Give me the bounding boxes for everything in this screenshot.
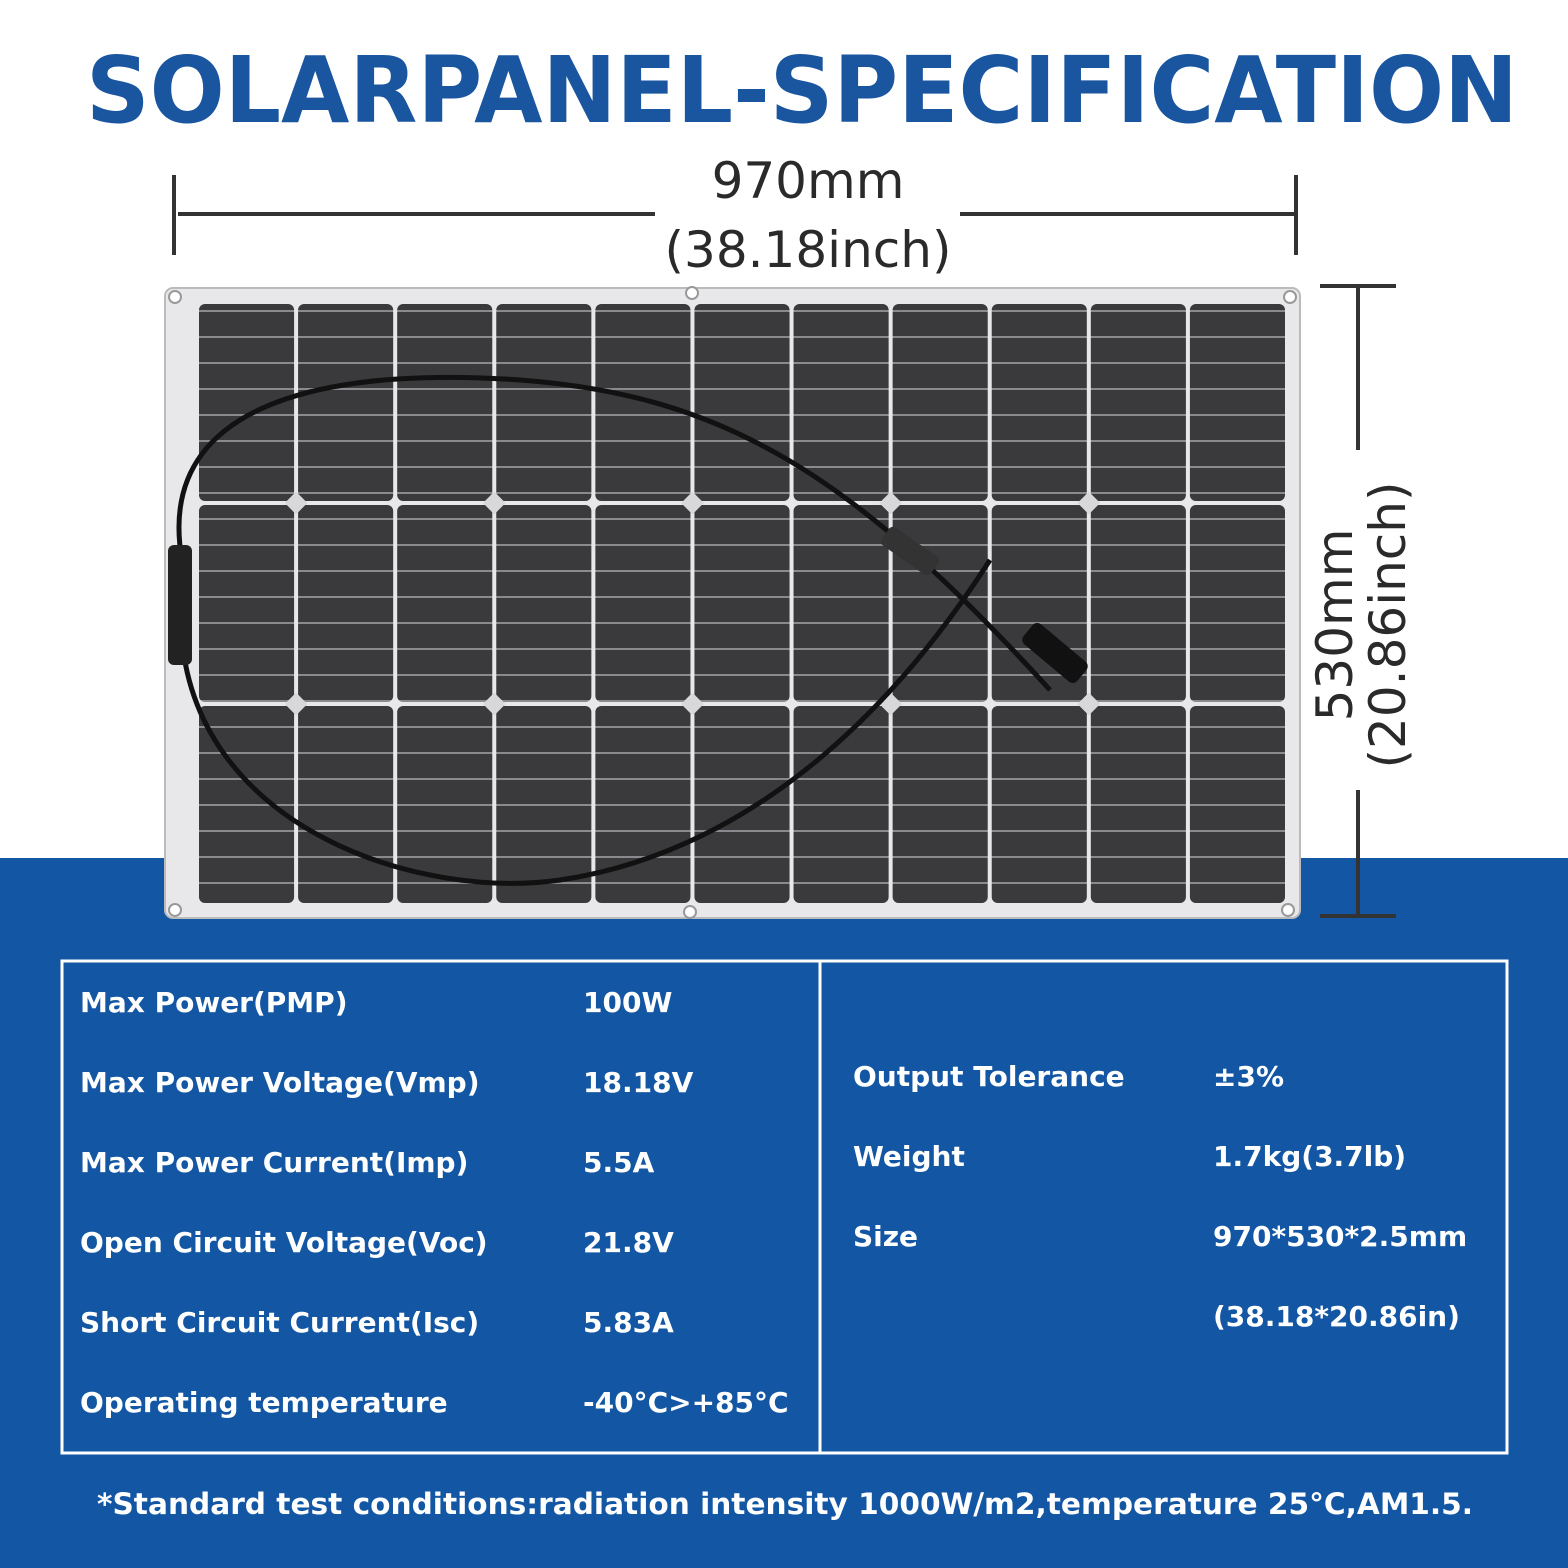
- cell-block: [694, 706, 790, 903]
- cell-block: [1090, 505, 1186, 702]
- height-inch-label: (20.86inch): [1359, 482, 1417, 769]
- cell-block: [298, 505, 394, 702]
- cell-block: [892, 304, 988, 501]
- width-inch-label: (38.18inch): [665, 221, 952, 279]
- spec-table: Max Power(PMP) 100W Max Power Voltage(Vmp)…: [80, 986, 1467, 1419]
- spec-label: Short Circuit Current(Isc): [80, 1306, 479, 1339]
- height-label: 530mm: [1306, 529, 1364, 722]
- cell-block: [199, 304, 295, 501]
- connector: [881, 526, 939, 576]
- cell-diamond: [681, 692, 704, 716]
- cell-diamond: [284, 692, 308, 716]
- grommet: [168, 903, 182, 917]
- spec-label: Weight: [853, 1140, 965, 1173]
- cell-block: [595, 304, 691, 501]
- grommet: [1283, 290, 1297, 304]
- width-label: 970mm: [712, 152, 905, 210]
- spec-value: ±3%: [1213, 1060, 1284, 1093]
- cell-block: [397, 505, 493, 702]
- spec-label: Operating temperature: [80, 1386, 448, 1419]
- cell-block: [793, 304, 889, 501]
- spec-value: 970*530*2.5mm: [1213, 1220, 1467, 1253]
- cell-block: [397, 304, 493, 501]
- table-border: [60, 959, 1509, 1455]
- spec-value: 100W: [583, 986, 672, 1019]
- cell-block: [892, 706, 988, 903]
- cell-block: [1090, 304, 1186, 501]
- footnote: *Standard test conditions:radiation inte…: [97, 1487, 1473, 1521]
- spec-value: 21.8V: [583, 1226, 674, 1259]
- cell-block: [991, 304, 1087, 501]
- spec-label: Max Power Voltage(Vmp): [80, 1066, 480, 1099]
- spec-value: 1.7kg(3.7lb): [1213, 1140, 1406, 1173]
- cell-block: [1090, 706, 1186, 903]
- cell-diamond: [482, 692, 506, 716]
- cell-block: [199, 505, 295, 702]
- cell-block: [1189, 505, 1285, 702]
- cell-block: [694, 304, 790, 501]
- cell-block: [1189, 304, 1285, 501]
- grommet: [1281, 903, 1295, 917]
- spec-label: Output Tolerance: [853, 1060, 1125, 1093]
- spec-value: 18.18V: [583, 1066, 694, 1099]
- cable: [176, 374, 1052, 886]
- solar-panel: [164, 286, 1301, 919]
- cell-diamond: [681, 491, 704, 515]
- spec-value: (38.18*20.86in): [1213, 1300, 1460, 1333]
- cell-block: [397, 706, 493, 903]
- cell-block: [595, 706, 691, 903]
- grommet: [683, 905, 697, 919]
- cell-block: [298, 304, 394, 501]
- bottom-background: [0, 858, 1568, 1568]
- cell-diamond: [1077, 491, 1101, 515]
- cell-block: [496, 505, 592, 702]
- spec-label: Size: [853, 1220, 918, 1253]
- cell-block: [793, 706, 889, 903]
- cell-block: [991, 706, 1087, 903]
- cell-block: [694, 505, 790, 702]
- connector: [1022, 622, 1088, 684]
- cell-diamond: [284, 491, 308, 515]
- cell-diamond: [1077, 692, 1101, 716]
- spec-value: -40°C>+85°C: [583, 1386, 789, 1419]
- spec-value: 5.83A: [583, 1306, 674, 1339]
- cell-block: [595, 505, 691, 702]
- cell-diamond: [482, 491, 506, 515]
- title: SOLARPANEL-SPECIFICATION: [86, 37, 1518, 144]
- grommet: [168, 290, 182, 304]
- cell-block: [496, 706, 592, 903]
- cell-block: [793, 505, 889, 702]
- spec-label: Open Circuit Voltage(Voc): [80, 1226, 488, 1259]
- cell-block: [1189, 706, 1285, 903]
- junction-box: [168, 545, 192, 665]
- cell-diamond: [879, 491, 902, 515]
- spec-label: Max Power Current(Imp): [80, 1146, 468, 1179]
- spec-value: 5.5A: [583, 1146, 655, 1179]
- grommet: [685, 286, 699, 300]
- spec-label: Max Power(PMP): [80, 986, 348, 1019]
- cell-block: [496, 304, 592, 501]
- cell-block: [298, 706, 394, 903]
